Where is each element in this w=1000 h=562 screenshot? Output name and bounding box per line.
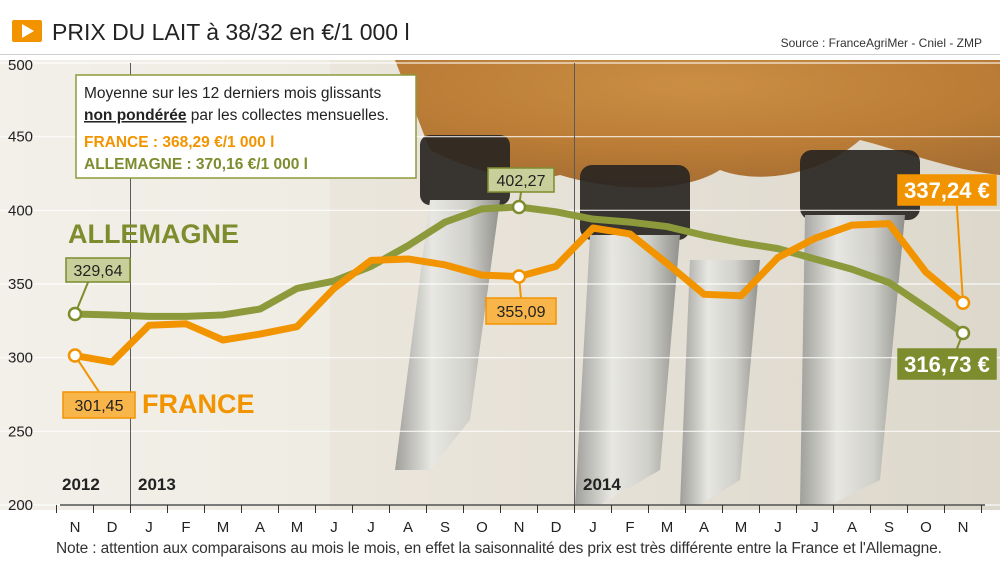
x-tick-label: O [476,519,488,536]
info-box-line2-bold: non pondérée [84,107,187,124]
x-axis: N D J F M A M J J A S O N D J F M A M J J A S O N 2012 2013 2014 [56,475,985,536]
point-marker [67,348,83,363]
point-label-france: 337,24 € [897,174,997,311]
x-tick-label: N [514,519,525,536]
play-arrow-icon [12,20,42,42]
x-tick-label: A [255,519,265,536]
point-marker [955,295,971,311]
label-text: 301,45 [75,398,124,415]
label-text: 355,09 [497,304,546,321]
x-tick-label: J [774,519,782,536]
series-label-france: FRANCE [142,389,255,419]
info-box-line2: non pondérée par les collectes mensuelle… [84,107,389,124]
label-text: 329,64 [74,263,123,280]
point-marker [511,269,527,284]
x-tick-label: J [811,519,819,536]
label-box [65,257,131,283]
info-box-line2-rest: par les collectes mensuelles. [186,107,388,124]
point-marker [511,199,527,215]
x-tick-label: D [107,519,118,536]
point-label-france: 301,45 [62,348,136,419]
x-tick-label: M [291,519,304,536]
year-label: 2012 [62,475,100,494]
info-box: Moyenne sur les 12 derniers mois glissan… [75,74,417,179]
label-text: 316,73 € [904,352,990,377]
chart-source: Source : FranceAgriMer - Cniel - ZMP [780,36,982,50]
x-tick-label: A [847,519,857,536]
label-box [897,348,997,380]
label-pointer [955,204,964,303]
point-marker [67,306,83,322]
info-box-france: FRANCE : 368,29 €/1 000 l [84,134,274,151]
y-tick-label: 300 [8,350,33,367]
series-label-allemagne: ALLEMAGNE [68,219,239,249]
x-tick-label: N [70,519,81,536]
chart-note: Note : attention aux comparaisons au moi… [56,540,942,557]
year-label: 2013 [138,475,176,494]
x-tick-label: A [403,519,413,536]
header-divider [0,54,1000,55]
x-tick-label: J [589,519,597,536]
y-tick-label: 500 [8,57,33,74]
label-text: 337,24 € [904,178,990,203]
point-label-france: 355,09 [485,269,557,325]
x-tick-label: F [625,519,634,536]
y-tick-label: 400 [8,202,33,219]
point-marker [955,325,971,341]
y-tick-label: 350 [8,276,33,293]
y-tick-label: 250 [8,423,33,440]
x-tick-label: J [145,519,153,536]
x-tick-label: M [217,519,230,536]
label-box [62,391,136,419]
x-tick-label: D [551,519,562,536]
chart-header: PRIX DU LAIT à 38/32 en €/1 000 l Source… [0,0,1000,60]
y-axis: 200 250 300 350 400 450 500 [8,57,33,514]
x-tick-label: F [181,519,190,536]
y-tick-label: 450 [8,129,33,146]
chart-point-labels: 329,64 402,27 316,73 € 301,45 355,09 337,24 € [62,167,997,419]
point-label-allemagne: 329,64 [65,257,131,322]
info-box-allemagne: ALLEMAGNE : 370,16 €/1 000 l [84,156,308,173]
label-box [897,174,997,206]
label-box [485,297,557,325]
label-pointer [74,354,100,393]
info-box-line1: Moyenne sur les 12 derniers mois glissan… [84,85,381,102]
x-tick-label: N [958,519,969,536]
x-tick-label: M [661,519,674,536]
chart-title: PRIX DU LAIT à 38/32 en €/1 000 l [52,19,410,45]
label-box [487,167,555,193]
label-text: 402,27 [497,173,546,190]
x-tick-label: J [330,519,338,536]
y-tick-label: 200 [8,497,33,514]
point-label-allemagne: 402,27 [487,167,555,215]
year-label: 2014 [583,475,621,494]
x-tick-label: O [920,519,932,536]
x-tick-label: M [735,519,748,536]
point-label-allemagne: 316,73 € [897,325,997,380]
x-tick-label: A [699,519,709,536]
x-tick-label: J [367,519,375,536]
x-tick-label: S [440,519,450,536]
x-tick-label: S [884,519,894,536]
